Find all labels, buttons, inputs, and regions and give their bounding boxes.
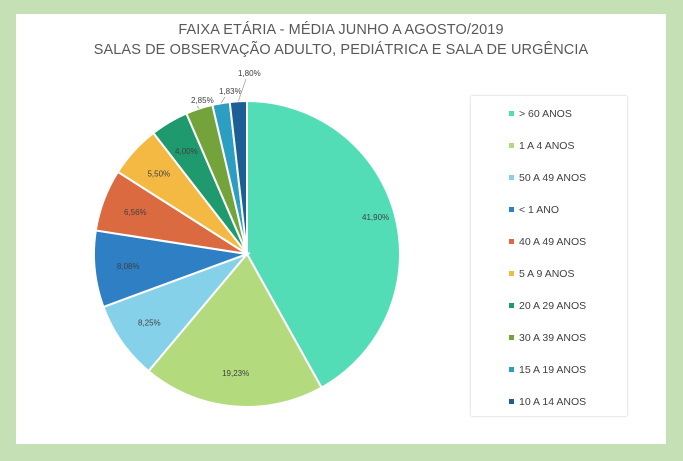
- legend-label: 20 A 29 ANOS: [519, 300, 587, 312]
- chart-title-block: FAIXA ETÁRIA - MÉDIA JUNHO A AGOSTO/2019…: [16, 20, 666, 60]
- legend-item-30-a-39-anos: 30 A 39 ANOS: [509, 332, 586, 344]
- pie-slice-60-anos: [246, 99, 401, 389]
- chart-subtitle: SALAS DE OBSERVAÇÃO ADULTO, PEDIÁTRICA E…: [93, 42, 589, 58]
- data-label-5-a-9-anos: 5,50%: [147, 170, 170, 179]
- legend-swatch: [509, 206, 514, 212]
- legend-label: > 60 ANOS: [519, 108, 572, 120]
- pie-slice-1-a-4-anos: [147, 252, 323, 408]
- leader-line-10-a-14-anos: [237, 78, 247, 102]
- data-label-60-anos: 41,90%: [362, 213, 389, 222]
- legend-swatch: [509, 174, 514, 180]
- legend-label: 50 A 49 ANOS: [519, 172, 587, 184]
- legend-item-40-a-49-anos: 40 A 49 ANOS: [509, 236, 586, 248]
- pie-chart: 41,90% 19,23% 8,25% 8,08% 6,56% 5,50% 4,00% 2,8…: [93, 69, 401, 408]
- chart-area: FAIXA ETÁRIA - MÉDIA JUNHO A AGOSTO/2019…: [16, 14, 666, 444]
- leader-line-30-a-39-anos: [196, 105, 200, 109]
- legend-swatch: [509, 110, 514, 116]
- data-label-30-a-39-anos: 2,85%: [191, 96, 214, 105]
- leader-line-15-a-19-anos: [220, 96, 226, 104]
- chart-title: FAIXA ETÁRIA - MÉDIA JUNHO A AGOSTO/2019: [178, 22, 504, 38]
- legend-swatch: [509, 366, 514, 372]
- legend-item-5-a-9-anos: 5 A 9 ANOS: [509, 268, 574, 280]
- legend-item-50-a-49-anos: 50 A 49 ANOS: [509, 172, 586, 184]
- data-label-50-a-49-anos: 8,25%: [138, 319, 161, 328]
- data-label-1-a-4-anos: 19,23%: [222, 369, 249, 378]
- legend-item-10-a-14-anos: 10 A 14 ANOS: [509, 396, 586, 408]
- legend-swatch: [509, 398, 514, 404]
- legend-swatch: [509, 334, 514, 340]
- data-label-10-a-14-anos: 1,80%: [238, 69, 261, 78]
- pie-slice-10-a-14-anos: [228, 99, 248, 255]
- legend-item-1-ano: < 1 ANO: [509, 204, 559, 216]
- legend-label: 1 A 4 ANOS: [519, 140, 575, 152]
- legend-label: < 1 ANO: [519, 204, 559, 216]
- legend-label: 40 A 49 ANOS: [519, 236, 587, 248]
- chart-legend: > 60 ANOS 1 A 4 ANOS 50 A 49 ANOS < 1 ANO 40…: [471, 96, 627, 416]
- legend-swatch: [509, 238, 514, 244]
- legend-label: 15 A 19 ANOS: [519, 364, 587, 376]
- legend-label: 30 A 39 ANOS: [519, 332, 587, 344]
- legend-item-20-a-29-anos: 20 A 29 ANOS: [509, 300, 586, 312]
- data-label-15-a-19-anos: 1,83%: [219, 87, 242, 96]
- legend-swatch: [509, 302, 514, 308]
- legend-swatch: [509, 270, 514, 276]
- legend-item-1-a-4-anos: 1 A 4 ANOS: [509, 140, 574, 152]
- legend-item-15-a-19-anos: 15 A 19 ANOS: [509, 364, 586, 376]
- legend-item-60-anos: > 60 ANOS: [509, 108, 572, 120]
- data-label-1-ano: 8,08%: [117, 262, 140, 271]
- legend-label: 10 A 14 ANOS: [519, 396, 587, 408]
- data-label-40-a-49-anos: 6,56%: [124, 208, 147, 217]
- data-label-20-a-29-anos: 4,00%: [175, 147, 198, 156]
- legend-swatch: [509, 142, 514, 148]
- legend-label: 5 A 9 ANOS: [519, 268, 575, 280]
